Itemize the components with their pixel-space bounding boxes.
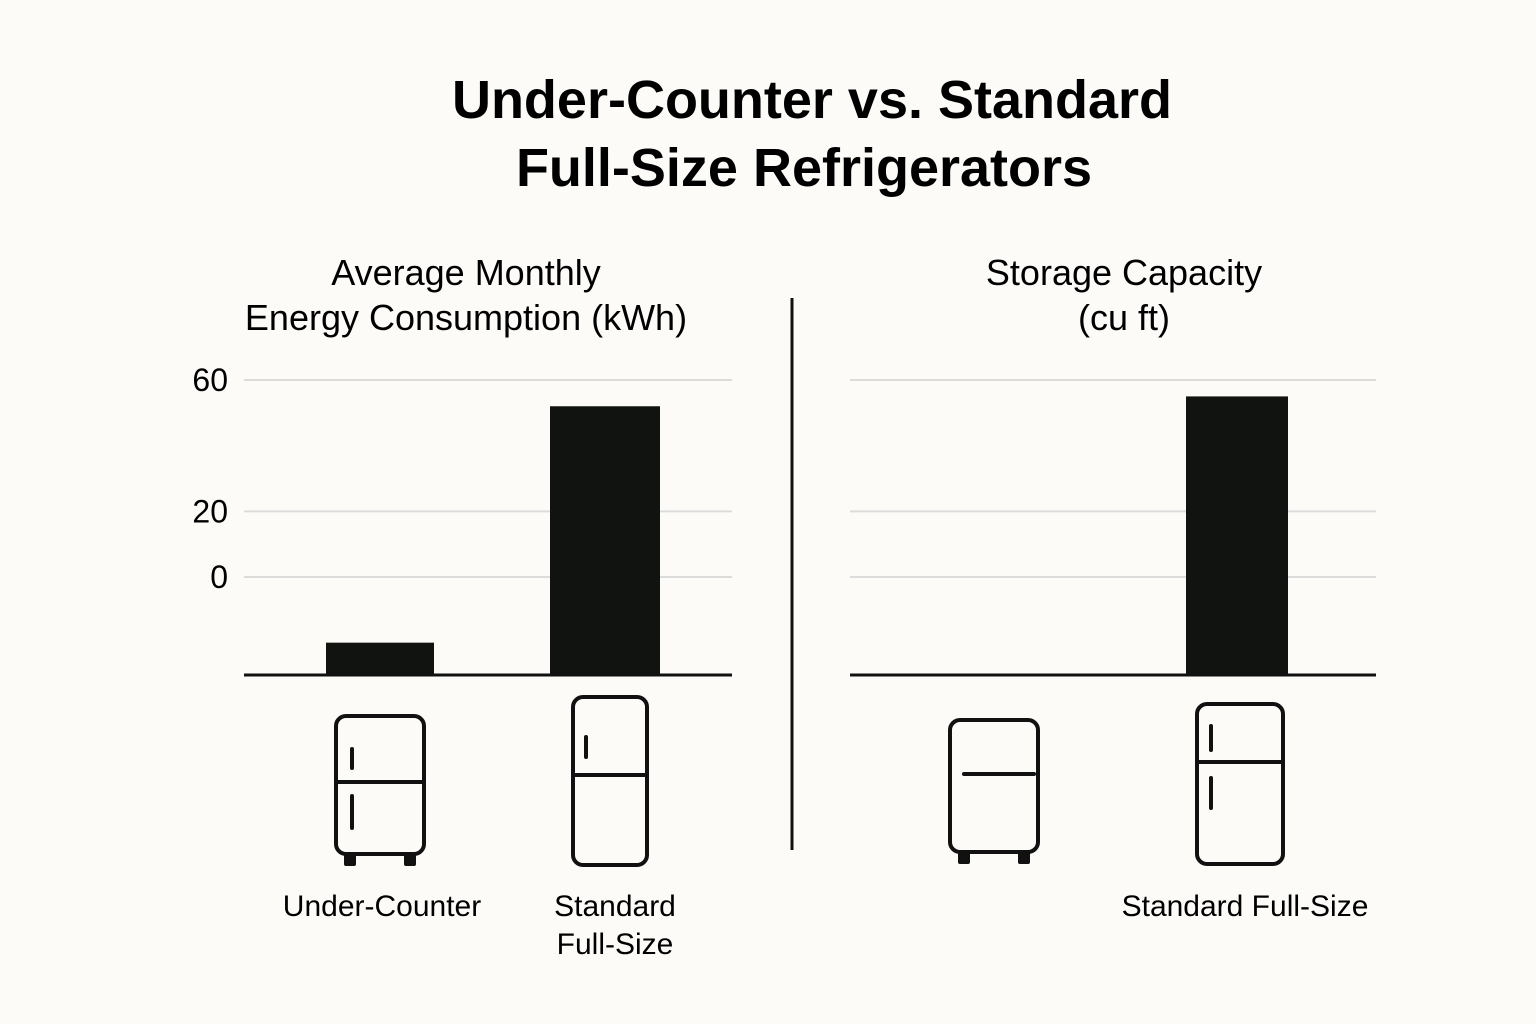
- panel-title-line-2: Energy Consumption (kWh): [245, 297, 687, 338]
- y-tick-label: 20: [192, 493, 228, 529]
- fridge-foot-right: [404, 854, 416, 866]
- y-tick-label: 60: [192, 362, 228, 398]
- panel-title-line-1: Average Monthly: [331, 252, 601, 293]
- fridge-body: [571, 695, 649, 867]
- under-counter-fridge-icon: [334, 714, 426, 866]
- main-title-line-1: Under-Counter vs. Standard: [452, 70, 1172, 130]
- category-label: Full-Size: [557, 928, 674, 961]
- full-size-fridge-icon: [571, 695, 649, 867]
- category-label: Under-Counter: [283, 890, 481, 923]
- fridge-foot-left: [958, 852, 970, 864]
- full-size-fridge-icon: [1195, 702, 1285, 866]
- fridge-body: [1195, 702, 1285, 866]
- category-label: Standard: [554, 890, 676, 923]
- chart-panel-2: Storage Capacity(cu ft) Standard Full-Siz…: [850, 252, 1376, 923]
- bar-standard-full-size: [1186, 396, 1288, 675]
- main-title-line-2: Full-Size Refrigerators: [516, 138, 1092, 198]
- fridge-foot-right: [1018, 852, 1030, 864]
- under-counter-fridge-icon: [948, 718, 1040, 864]
- bar-standard-full-size: [550, 406, 660, 675]
- bar-under-counter: [326, 642, 434, 675]
- y-tick-label: 0: [210, 559, 228, 595]
- category-label: Standard Full-Size: [1122, 890, 1369, 923]
- fridge-foot-left: [344, 854, 356, 866]
- fridge-body: [948, 718, 1040, 854]
- fridge-body: [334, 714, 426, 856]
- panel-title-line-1: Storage Capacity: [986, 252, 1262, 293]
- panel-title-line-2: (cu ft): [1078, 297, 1170, 338]
